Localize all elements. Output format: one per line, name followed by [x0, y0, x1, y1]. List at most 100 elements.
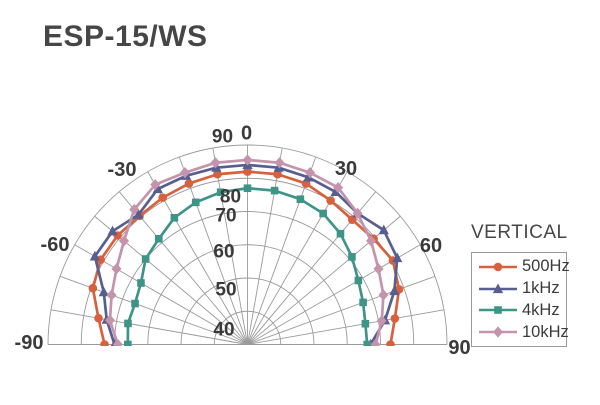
grid-spoke [247, 309, 445, 345]
data-point-triangle [152, 183, 163, 194]
legend-label: 1kHz [522, 279, 560, 298]
data-point-diamond [129, 203, 140, 216]
angle-tick-label: -30 [108, 159, 137, 181]
data-point-triangle [133, 208, 144, 219]
data-point-diamond [104, 314, 115, 326]
data-point-square [363, 340, 371, 349]
data-point-square [270, 186, 279, 195]
data-point-diamond [242, 154, 253, 166]
data-point-diamond [373, 263, 384, 275]
data-point-square [131, 299, 139, 308]
angle-tick-label: -90 [15, 332, 44, 354]
data-point-diamond [106, 289, 117, 301]
data-point-square [319, 209, 327, 218]
data-point-circle [326, 196, 335, 205]
data-point-square [348, 253, 356, 261]
page-title: ESP-15/WS [43, 20, 208, 53]
triangle-marker-icon [479, 283, 517, 293]
data-point-diamond [179, 167, 190, 179]
data-point-triangle [492, 283, 504, 293]
data-point-circle [184, 179, 194, 188]
data-point-circle [94, 313, 103, 323]
grid-spoke [212, 147, 248, 345]
data-point-square [361, 319, 370, 328]
angle-tick-label: 90 [448, 337, 470, 359]
angle-tick-label: 0 [241, 123, 252, 145]
series-10kHz [104, 154, 389, 351]
series-500Hz [88, 167, 404, 349]
angle-tick-label: 60 [420, 235, 442, 257]
data-point-diamond [376, 315, 387, 327]
data-point-circle [96, 255, 105, 265]
grid-spoke [178, 156, 248, 345]
data-point-triangle [330, 186, 341, 196]
radial-tick-label: 40 [213, 320, 234, 341]
data-point-circle [273, 169, 282, 179]
data-point-square [494, 306, 502, 315]
legend-label: 500Hz [522, 257, 570, 276]
data-point-square [124, 319, 132, 328]
data-point-circle [88, 283, 98, 293]
legend: 500Hz 1kHz 4kHz 10kHz [471, 252, 570, 347]
data-point-square [216, 188, 225, 197]
grid-spoke [247, 156, 317, 345]
data-point-triangle [389, 285, 400, 296]
grid-spoke [247, 275, 436, 345]
data-point-triangle [98, 286, 109, 297]
legend-label: 4kHz [522, 300, 560, 319]
data-point-circle [390, 314, 400, 323]
radial-tick-label: 90 [212, 127, 233, 148]
data-point-diamond [305, 167, 316, 179]
angle-tick-label: 30 [335, 158, 357, 180]
data-point-square [124, 340, 132, 349]
data-point-square [137, 279, 145, 287]
data-point-circle [213, 169, 222, 179]
data-point-square [170, 214, 179, 222]
data-point-circle [243, 167, 252, 176]
legend-item-500hz: 500Hz [477, 256, 570, 278]
data-point-triangle [89, 250, 100, 261]
legend-title: VERTICAL [471, 222, 568, 243]
diamond-marker-icon [479, 326, 517, 338]
baseline-mask [0, 346, 600, 405]
legend-item-1khz: 1kHz [477, 278, 566, 300]
data-point-diamond [118, 235, 129, 247]
data-point-diamond [150, 179, 161, 191]
data-point-square [243, 184, 252, 193]
data-point-square [336, 229, 345, 238]
radial-tick-label: 70 [215, 206, 236, 227]
circle-marker-icon [479, 262, 517, 272]
data-point-square [155, 234, 163, 243]
data-point-diamond [210, 157, 221, 169]
data-point-triangle [392, 252, 403, 263]
data-point-diamond [366, 235, 377, 247]
data-point-diamond [352, 207, 363, 219]
data-point-circle [347, 215, 357, 224]
grid-spoke [50, 309, 248, 345]
legend-item-4khz: 4kHz [477, 300, 566, 322]
data-point-triangle [107, 225, 118, 236]
data-point-square [354, 276, 363, 285]
radial-tick-label: 60 [213, 242, 234, 263]
data-point-diamond [274, 157, 285, 169]
data-point-diamond [333, 181, 344, 194]
data-point-diamond [378, 289, 389, 301]
radial-tick-label: 80 [220, 187, 241, 208]
data-point-square [141, 255, 150, 263]
legend-item-10khz: 10kHz [477, 321, 569, 343]
data-point-circle [158, 193, 168, 202]
data-point-circle [493, 262, 503, 272]
data-point-square [296, 195, 305, 204]
data-point-triangle [378, 224, 389, 235]
series-4kHz [124, 184, 371, 349]
legend-label: 10kHz [522, 322, 569, 341]
data-point-triangle [303, 171, 314, 182]
grid-spoke [247, 147, 283, 345]
data-point-square [359, 298, 367, 307]
data-point-square [191, 198, 200, 207]
square-marker-icon [479, 306, 517, 315]
data-point-diamond [493, 326, 503, 338]
